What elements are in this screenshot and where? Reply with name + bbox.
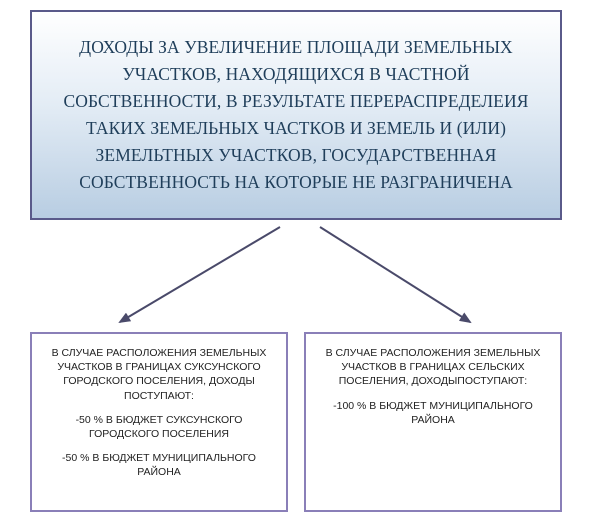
arrow-left: [120, 227, 280, 322]
left-line-2: -50 % В БЮДЖЕТ МУНИЦИПАЛЬНОГО РАЙОНА: [46, 451, 272, 479]
left-line-1: -50 % В БЮДЖЕТ СУКСУНСКОГО ГОРОДСКОГО ПО…: [46, 413, 272, 441]
right-box: В СЛУЧАЕ РАСПОЛОЖЕНИЯ ЗЕМЕЛЬНЫХ УЧАСТКОВ…: [304, 332, 562, 512]
header-title: ДОХОДЫ ЗА УВЕЛИЧЕНИЕ ПЛОЩАДИ ЗЕМЕЛЬНЫХ У…: [54, 34, 538, 197]
header-box: ДОХОДЫ ЗА УВЕЛИЧЕНИЕ ПЛОЩАДИ ЗЕМЕЛЬНЫХ У…: [30, 10, 562, 220]
left-case: В СЛУЧАЕ РАСПОЛОЖЕНИЯ ЗЕМЕЛЬНЫХ УЧАСТКОВ…: [46, 346, 272, 403]
arrows-svg: [0, 222, 592, 332]
right-case: В СЛУЧАЕ РАСПОЛОЖЕНИЯ ЗЕМЕЛЬНЫХ УЧАСТКОВ…: [320, 346, 546, 389]
right-line-1: -100 % В БЮДЖЕТ МУНИЦИПАЛЬНОГО РАЙОНА: [320, 399, 546, 427]
arrow-right: [320, 227, 470, 322]
left-box: В СЛУЧАЕ РАСПОЛОЖЕНИЯ ЗЕМЕЛЬНЫХ УЧАСТКОВ…: [30, 332, 288, 512]
